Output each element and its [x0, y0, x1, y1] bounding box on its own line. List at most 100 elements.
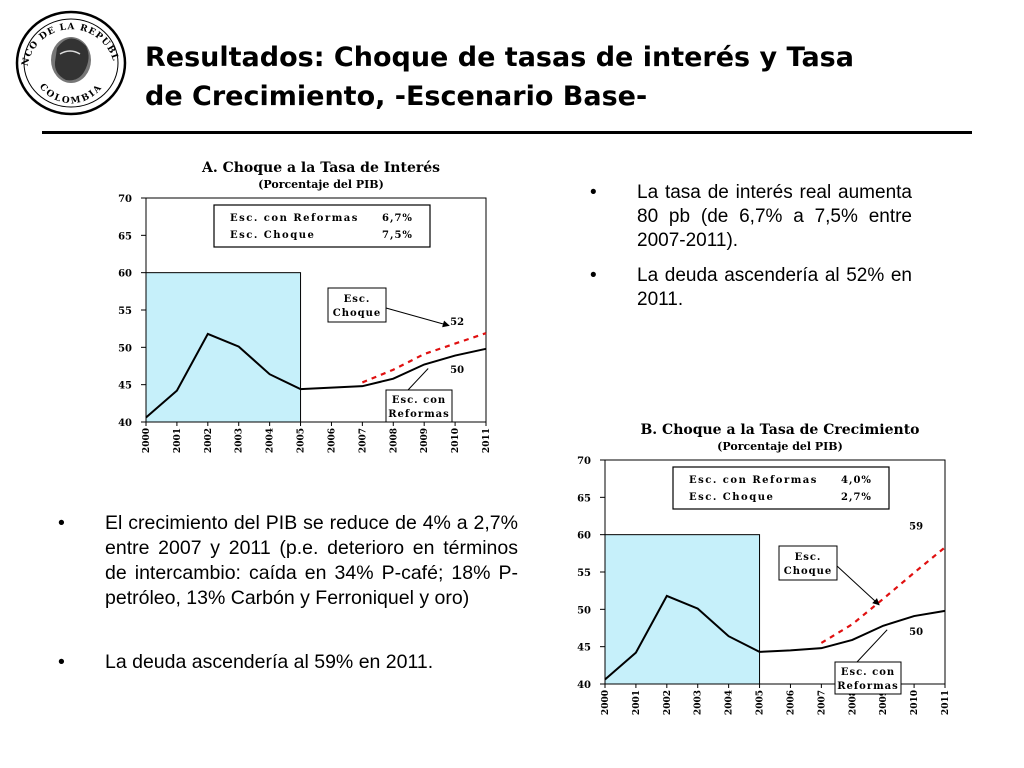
series-line-reformas	[604, 594, 946, 681]
bullet-text: La deuda ascendería al 52% en 2011.	[637, 265, 912, 310]
callout-reformas-line1: Esc. con	[841, 667, 895, 678]
x-tick-label: 2001	[632, 690, 642, 715]
callout-choque: Esc. Choque	[778, 545, 880, 606]
callout-reformas-box	[385, 389, 453, 423]
x-tick-label: 2009	[879, 690, 889, 715]
x-tick-label: 2002	[663, 690, 673, 715]
x-tick-label: 2007	[358, 428, 368, 453]
bullet-dot-icon: •	[590, 265, 597, 286]
y-tick-label: 60	[577, 531, 591, 542]
y-tick-label: 45	[118, 381, 132, 392]
bullet-item: • El crecimiento del PIB se reduce de 4%…	[58, 511, 518, 611]
end-label-reformas: 50	[450, 365, 464, 376]
y-tick-label: 70	[577, 456, 591, 467]
logo-seal-icon: BANCO DE LA REPUBLICA COLOMBIA	[5, 1, 127, 116]
legend-label: Esc. Choque	[230, 230, 315, 241]
x-tick-label: 2010	[451, 428, 461, 453]
callout-choque-line1: Esc.	[344, 294, 371, 305]
x-tick-label: 2002	[204, 428, 214, 453]
callout-reformas-line2: Reformas	[837, 681, 899, 692]
y-tick-label: 60	[118, 269, 132, 280]
callout-choque-arrow	[836, 565, 880, 606]
chart-title: A. Choque a la Tasa de Interés	[201, 160, 440, 176]
bullet-item: • La deuda ascendería al 59% en 2011.	[58, 650, 518, 675]
x-tick-label: 2004	[266, 428, 276, 453]
x-tick-label: 2007	[817, 690, 827, 715]
legend-box	[672, 466, 890, 510]
chart-subtitle: (Porcentaje del PIB)	[258, 178, 384, 191]
bullet-text: El crecimiento del PIB se reduce de 4% a…	[105, 512, 518, 609]
page-title-line-2: de Crecimiento, -Escenario Base-	[145, 81, 648, 112]
bullets-bottom: • El crecimiento del PIB se reduce de 4%…	[58, 511, 518, 675]
y-tick-label: 65	[577, 493, 591, 504]
series-line-reformas	[145, 332, 487, 419]
bullet-text: La deuda ascendería al 59% en 2011.	[105, 651, 434, 673]
shaded-history-region	[604, 534, 761, 685]
callout-choque: Esc. Choque	[327, 287, 450, 328]
callout-choque-line1: Esc.	[795, 552, 822, 563]
bullet-dot-icon: •	[58, 512, 65, 534]
shaded-history-region	[145, 272, 302, 423]
x-tick-label: 2008	[848, 690, 858, 715]
x-tick-label: 2001	[173, 428, 183, 453]
y-tick-label: 65	[118, 231, 132, 242]
chart-b: B. Choque a la Tasa de Crecimiento (Porce…	[555, 412, 965, 727]
chart-a-svg: A. Choque a la Tasa de Interés (Porcentaj…	[118, 160, 492, 453]
y-tick-label: 40	[118, 418, 132, 429]
y-tick-label: 55	[577, 568, 591, 579]
banco-republica-logo: BANCO DE LA REPUBLICA COLOMBIA	[5, 1, 132, 118]
x-tick-label: 2005	[297, 428, 307, 453]
y-tick-label: 50	[118, 343, 132, 354]
legend-value: 6,7%	[382, 213, 413, 224]
legend-label: Esc. con Reformas	[689, 475, 818, 486]
callout-reformas-line1: Esc. con	[392, 395, 446, 406]
x-tick-label: 2011	[482, 428, 492, 453]
bullet-item: • La deuda ascendería al 52% en 2011.	[590, 264, 912, 312]
bullets-top: • La tasa de interés real aumenta 80 pb …	[590, 181, 912, 323]
series-line-choque	[820, 546, 946, 644]
chart-title: B. Choque a la Tasa de Crecimiento	[640, 422, 919, 438]
callout-reformas: Esc. con Reformas	[834, 629, 902, 695]
end-label-choque: 52	[450, 317, 464, 328]
page-title: Resultados: Choque de tasas de interés y…	[145, 38, 1005, 116]
series-line-choque	[361, 332, 487, 384]
x-tick-label: 2011	[941, 690, 951, 715]
legend-label: Esc. con Reformas	[230, 213, 359, 224]
callout-reformas-arrow	[407, 368, 429, 391]
x-tick-label: 2006	[786, 690, 796, 715]
x-tick-label: 2005	[756, 690, 766, 715]
x-tick-label: 2008	[389, 428, 399, 453]
x-tick-label: 2010	[910, 690, 920, 715]
x-tick-label: 2000	[142, 428, 152, 453]
x-tick-label: 2009	[420, 428, 430, 453]
end-label-choque: 59	[909, 521, 923, 532]
legend-value: 4,0%	[841, 475, 872, 486]
title-divider	[42, 131, 972, 134]
callout-choque-box	[327, 287, 387, 323]
callout-reformas: Esc. con Reformas	[385, 368, 453, 423]
callout-reformas-box	[834, 661, 902, 695]
page-title-line-1: Resultados: Choque de tasas de interés y…	[145, 42, 854, 73]
x-tick-label: 2006	[327, 428, 337, 453]
legend-value: 7,5%	[382, 230, 413, 241]
callout-choque-arrow	[385, 307, 450, 328]
chart-b-svg: B. Choque a la Tasa de Crecimiento (Porce…	[577, 422, 951, 715]
legend-table: Esc. con Reformas 6,7% Esc. Choque 7,5%	[213, 204, 431, 248]
bullet-dot-icon: •	[58, 651, 65, 673]
x-tick-label: 2003	[235, 428, 245, 453]
callout-reformas-line2: Reformas	[388, 409, 450, 420]
y-tick-label: 55	[118, 306, 132, 317]
x-tick-label: 2000	[601, 690, 611, 715]
y-tick-label: 40	[577, 680, 591, 691]
x-tick-label: 2004	[725, 690, 735, 715]
legend-table: Esc. con Reformas 4,0% Esc. Choque 2,7%	[672, 466, 890, 510]
chart-a: A. Choque a la Tasa de Interés (Porcentaj…	[96, 150, 506, 465]
callout-reformas-arrow	[856, 629, 888, 663]
bullet-text: La tasa de interés real aumenta 80 pb (d…	[637, 182, 912, 251]
legend-value: 2,7%	[841, 492, 872, 503]
bullet-dot-icon: •	[590, 182, 597, 203]
x-tick-label: 2003	[694, 690, 704, 715]
chart-subtitle: (Porcentaje del PIB)	[717, 440, 843, 453]
legend-box	[213, 204, 431, 248]
y-tick-label: 45	[577, 643, 591, 654]
